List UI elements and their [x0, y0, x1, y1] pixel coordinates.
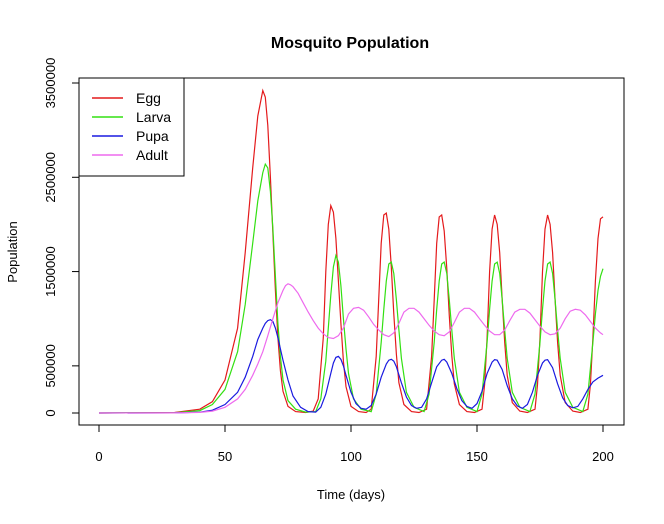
y-axis-label: Population	[5, 221, 20, 282]
x-tick-label: 150	[466, 449, 488, 464]
series-line-larva	[98, 162, 604, 414]
legend-entry-larva: Larva	[136, 109, 171, 125]
y-tick-label: 2500000	[43, 152, 58, 203]
legend-entry-adult: Adult	[136, 147, 168, 163]
series-line-adult	[98, 283, 604, 414]
x-tick-label: 200	[592, 449, 614, 464]
y-tick-label: 1500000	[43, 246, 58, 297]
legend: Egg Larva Pupa Adult	[78, 77, 185, 177]
y-tick-label: 500000	[43, 344, 58, 387]
chart-title: Mosquito Population	[271, 35, 429, 52]
legend-entry-pupa: Pupa	[136, 128, 169, 144]
x-axis-label: Time (days)	[317, 487, 385, 502]
x-tick-label: 0	[95, 449, 102, 464]
series-line-pupa	[98, 319, 604, 414]
series-layer	[98, 88, 604, 414]
x-tick-label: 50	[218, 449, 232, 464]
x-axis: 0 50 100 150 200	[95, 424, 614, 464]
series-line-egg	[98, 88, 604, 414]
legend-box	[78, 77, 185, 177]
y-tick-label: 3500000	[43, 58, 58, 109]
y-axis: 0 500000 1500000 2500000 3500000	[43, 58, 80, 417]
x-tick-label: 100	[340, 449, 362, 464]
legend-entry-egg: Egg	[136, 90, 161, 106]
y-tick-label: 0	[43, 409, 58, 416]
